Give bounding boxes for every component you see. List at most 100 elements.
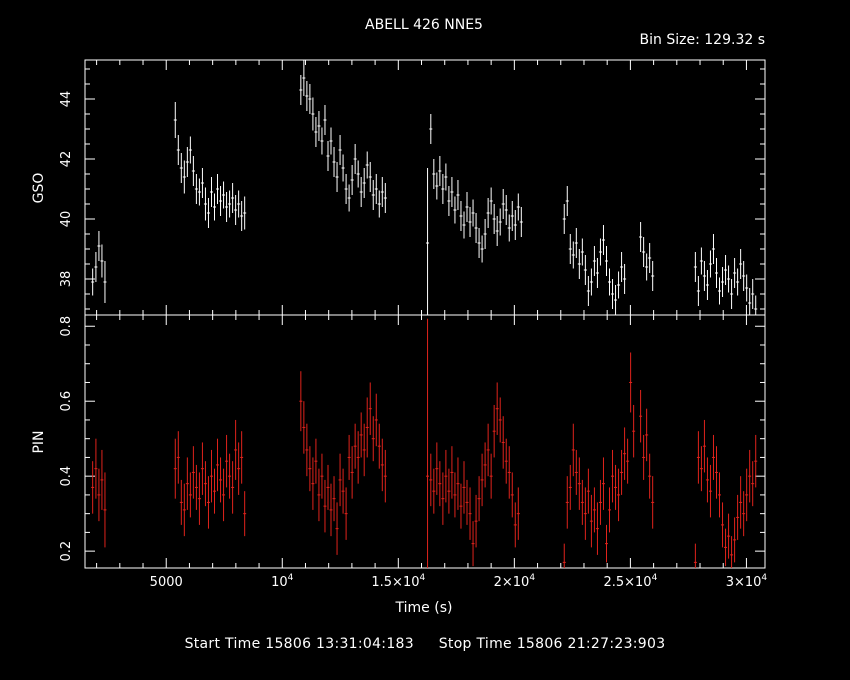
data-point-gso bbox=[745, 274, 749, 302]
data-point-pin bbox=[203, 461, 207, 507]
data-point-pin bbox=[489, 453, 493, 499]
data-point-pin bbox=[179, 479, 183, 525]
axis-ticks: 38 40 42 44 0.2 0.4 0.6 0.8 5000 104 1.5×104 2×104 2… bbox=[59, 60, 767, 590]
data-point-gso bbox=[513, 210, 517, 240]
data-point-gso bbox=[308, 84, 312, 114]
data-point-pin bbox=[745, 468, 749, 522]
data-point-gso bbox=[320, 127, 324, 155]
data-point-pin bbox=[586, 468, 590, 514]
data-point-gso bbox=[507, 214, 511, 242]
x-tick-label: 104 bbox=[271, 573, 294, 590]
data-point-gso bbox=[450, 177, 454, 207]
data-point-gso bbox=[194, 174, 198, 204]
data-point-gso bbox=[748, 288, 752, 315]
data-point-pin bbox=[462, 461, 466, 514]
data-point-pin bbox=[429, 453, 433, 507]
data-point-pin bbox=[468, 487, 472, 540]
data-point-gso bbox=[516, 193, 520, 221]
data-point-gso bbox=[380, 177, 384, 207]
data-point-gso bbox=[323, 105, 327, 135]
data-point-gso bbox=[234, 195, 238, 225]
data-point-gso bbox=[504, 195, 508, 225]
data-point-pin bbox=[651, 476, 655, 529]
data-point-pin bbox=[323, 479, 327, 533]
data-point-gso bbox=[338, 135, 342, 165]
data-point-pin bbox=[176, 431, 180, 484]
data-point-gso bbox=[197, 178, 201, 206]
data-point-pin bbox=[365, 397, 369, 458]
data-point-pin bbox=[362, 423, 366, 477]
data-point-gso bbox=[329, 127, 333, 155]
x-axis-label: Time (s) bbox=[395, 600, 453, 616]
data-point-pin bbox=[507, 446, 511, 499]
data-point-pin bbox=[444, 449, 448, 503]
data-point-pin bbox=[435, 442, 439, 495]
data-point-pin bbox=[222, 468, 226, 522]
data-point-gso bbox=[216, 174, 220, 204]
data-point-gso bbox=[601, 225, 605, 255]
data-point-pin bbox=[623, 427, 627, 480]
data-point-pin bbox=[200, 442, 204, 495]
data-point-gso bbox=[173, 102, 177, 138]
data-point-pin bbox=[206, 476, 210, 529]
data-point-pin bbox=[721, 502, 725, 548]
data-point-pin bbox=[308, 446, 312, 492]
data-point-pin bbox=[438, 461, 442, 507]
data-point-gso bbox=[598, 238, 602, 266]
data-point-gso bbox=[243, 196, 247, 230]
data-point-gso bbox=[724, 255, 728, 285]
data-point-gso bbox=[742, 261, 746, 291]
data-point-gso bbox=[185, 147, 189, 177]
data-point-gso bbox=[639, 222, 643, 252]
y-tick-label: 44 bbox=[59, 91, 74, 108]
data-point-pin bbox=[173, 438, 177, 499]
data-point-gso bbox=[645, 253, 649, 281]
data-point-gso bbox=[377, 190, 381, 218]
data-point-gso bbox=[362, 168, 366, 198]
data-point-pin bbox=[705, 457, 709, 503]
x-tick-label: 2×104 bbox=[494, 573, 536, 590]
data-point-gso bbox=[344, 174, 348, 204]
data-point-gso bbox=[225, 192, 229, 222]
data-point-gso bbox=[651, 261, 655, 291]
data-point-pin bbox=[359, 412, 363, 458]
data-point-pin bbox=[231, 461, 235, 514]
data-point-gso bbox=[383, 183, 387, 213]
data-point-pin bbox=[344, 487, 348, 540]
y-tick-label: 40 bbox=[59, 211, 74, 228]
data-point-pin bbox=[718, 472, 722, 518]
data-point-pin bbox=[185, 457, 189, 510]
data-point-gso bbox=[708, 250, 712, 278]
data-point-pin bbox=[501, 416, 505, 469]
data-point-gso bbox=[374, 174, 378, 204]
data-point-gso bbox=[97, 231, 101, 261]
data-point-pin bbox=[228, 453, 232, 499]
data-point-pin bbox=[299, 371, 303, 432]
data-point-pin bbox=[188, 472, 192, 518]
data-point-pin bbox=[639, 389, 643, 443]
data-point-pin bbox=[617, 468, 621, 522]
data-point-gso bbox=[483, 219, 487, 249]
data-point-pin bbox=[727, 513, 731, 559]
data-point-pin bbox=[320, 453, 324, 499]
data-point-pin bbox=[209, 449, 213, 503]
data-point-pin bbox=[450, 446, 454, 499]
data-point-pin bbox=[311, 457, 315, 510]
data-point-gso bbox=[565, 186, 569, 216]
data-point-gso bbox=[730, 279, 734, 309]
data-point-pin bbox=[371, 416, 375, 462]
data-point-gso bbox=[754, 295, 758, 315]
panel-frame-gso bbox=[84, 59, 766, 316]
data-point-gso bbox=[620, 252, 624, 282]
data-point-gso bbox=[100, 244, 104, 278]
y-tick-label: 0.4 bbox=[59, 466, 74, 487]
data-point-pin bbox=[237, 442, 241, 495]
data-point-gso bbox=[299, 75, 303, 105]
data-point-pin bbox=[225, 434, 229, 488]
y-axis-label-pin: PIN bbox=[31, 430, 47, 453]
data-point-gso bbox=[103, 261, 107, 303]
data-point-gso bbox=[727, 265, 731, 293]
data-point-pin bbox=[642, 434, 646, 480]
data-point-gso bbox=[182, 160, 186, 194]
data-point-pin bbox=[620, 449, 624, 495]
